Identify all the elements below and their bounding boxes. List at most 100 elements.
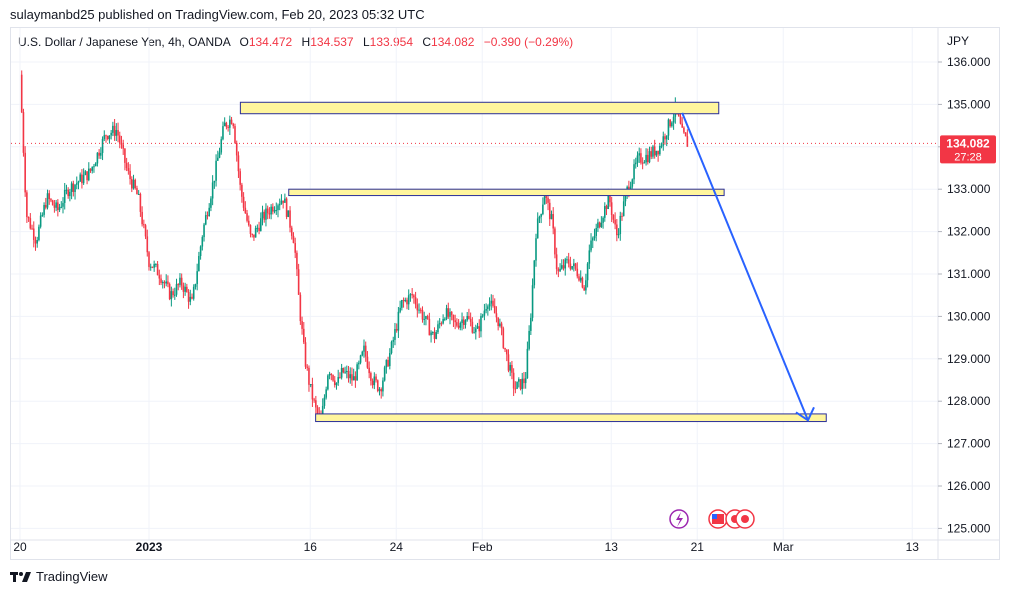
candle-body: [72, 183, 75, 192]
candle-body: [27, 216, 30, 219]
candle-body: [566, 259, 568, 261]
candle-body: [256, 227, 259, 229]
candle-body: [292, 235, 295, 244]
price-tick-label: 132.000: [947, 225, 991, 239]
candle-body: [423, 318, 425, 320]
candle-body: [579, 277, 582, 281]
event-icons[interactable]: [669, 509, 755, 529]
candle-body: [645, 154, 647, 163]
candle-body: [413, 295, 415, 298]
price-tick-label: 130.000: [947, 309, 991, 323]
candle-body: [671, 122, 673, 127]
low-label: L: [362, 35, 370, 49]
candle-body: [58, 207, 61, 211]
candle-body: [297, 269, 300, 295]
candle-body: [241, 184, 243, 197]
time-axis[interactable]: 20 2023 16 24 Feb 13 21 Mar 13: [11, 539, 1000, 554]
last-price-badge: [940, 135, 996, 164]
candle-body: [223, 122, 226, 127]
candle-body: [246, 213, 248, 221]
price-tick-label: 128.000: [947, 394, 991, 408]
candle-body: [105, 135, 107, 137]
candle-body: [225, 122, 228, 127]
candle-body: [505, 349, 508, 355]
candle-body: [309, 384, 312, 386]
candle-body: [452, 314, 455, 321]
candle-body: [218, 152, 221, 158]
drawing-zones: [239, 101, 827, 423]
dividends-event-icon[interactable]: [669, 509, 689, 529]
candle-body: [148, 252, 150, 267]
candle-body: [591, 238, 594, 241]
candle-body: [342, 367, 345, 373]
candle-body: [395, 329, 398, 331]
candle-body: [418, 309, 420, 311]
candle-body: [332, 374, 334, 381]
candle-body: [36, 240, 38, 244]
projection-arrow-head: [795, 406, 815, 422]
candle-body: [542, 204, 544, 215]
candle-body: [633, 164, 635, 180]
candle-body: [79, 174, 81, 182]
candle-body: [234, 126, 236, 143]
candle-body: [124, 148, 126, 163]
candle-body: [652, 146, 654, 157]
candle-body: [321, 405, 324, 420]
price-tick-label: 126.000: [947, 479, 991, 493]
candle-body: [316, 407, 319, 414]
candle-body: [211, 182, 214, 199]
candle-body: [137, 193, 140, 195]
candle-body: [356, 364, 358, 381]
candle-body: [213, 180, 216, 183]
flag-canton: [712, 514, 717, 519]
candle-body: [65, 189, 68, 191]
candle-body: [161, 282, 164, 284]
candle-body: [29, 218, 32, 229]
jp-economic-event-icon-2[interactable]: [735, 509, 755, 529]
candle-body: [41, 214, 44, 216]
candle-body: [328, 373, 331, 376]
symbol-legend: U.S. Dollar / Japanese Yen, 4h, OANDA O1…: [18, 35, 573, 49]
candle-body: [370, 373, 372, 381]
candle-body: [464, 320, 467, 325]
flag-us-icon: [712, 514, 724, 524]
candle-body: [519, 379, 522, 390]
candle-body: [605, 206, 608, 210]
us-economic-event-icon[interactable]: [708, 509, 728, 529]
candle-body: [273, 210, 276, 212]
candle-body: [53, 205, 56, 208]
candle-body: [77, 181, 80, 184]
candle-body: [471, 321, 474, 333]
candle-body: [514, 388, 517, 390]
candle-body: [258, 227, 260, 231]
candle-body: [512, 372, 515, 389]
low-value: 133.954: [369, 35, 414, 49]
candle-body: [265, 208, 267, 220]
candle-body: [659, 146, 661, 155]
tradingview-brand[interactable]: TradingView: [10, 569, 108, 584]
candle-body: [573, 263, 575, 267]
candle-body: [363, 345, 365, 352]
candle-body: [325, 389, 327, 398]
candle-body: [683, 127, 685, 133]
candle-body: [509, 365, 511, 371]
candle-body: [640, 153, 642, 163]
candle-body: [469, 318, 472, 322]
candle-body: [20, 74, 23, 113]
candle-body: [449, 311, 451, 317]
candle-body: [38, 226, 40, 241]
candle-body: [275, 210, 278, 212]
price-axis[interactable]: 125.000 126.000 127.000 128.000 129.000 130.0…: [937, 28, 996, 560]
candle-body: [466, 315, 468, 321]
candle-body: [208, 207, 210, 216]
candle-body: [143, 224, 145, 226]
candle-body: [361, 351, 364, 356]
candle-body: [75, 183, 78, 185]
candle-body: [69, 191, 71, 197]
candle-body: [409, 294, 412, 296]
candle-body: [346, 370, 348, 372]
candle-body: [662, 136, 665, 146]
candle-body: [602, 217, 604, 223]
candle-body: [98, 152, 100, 156]
